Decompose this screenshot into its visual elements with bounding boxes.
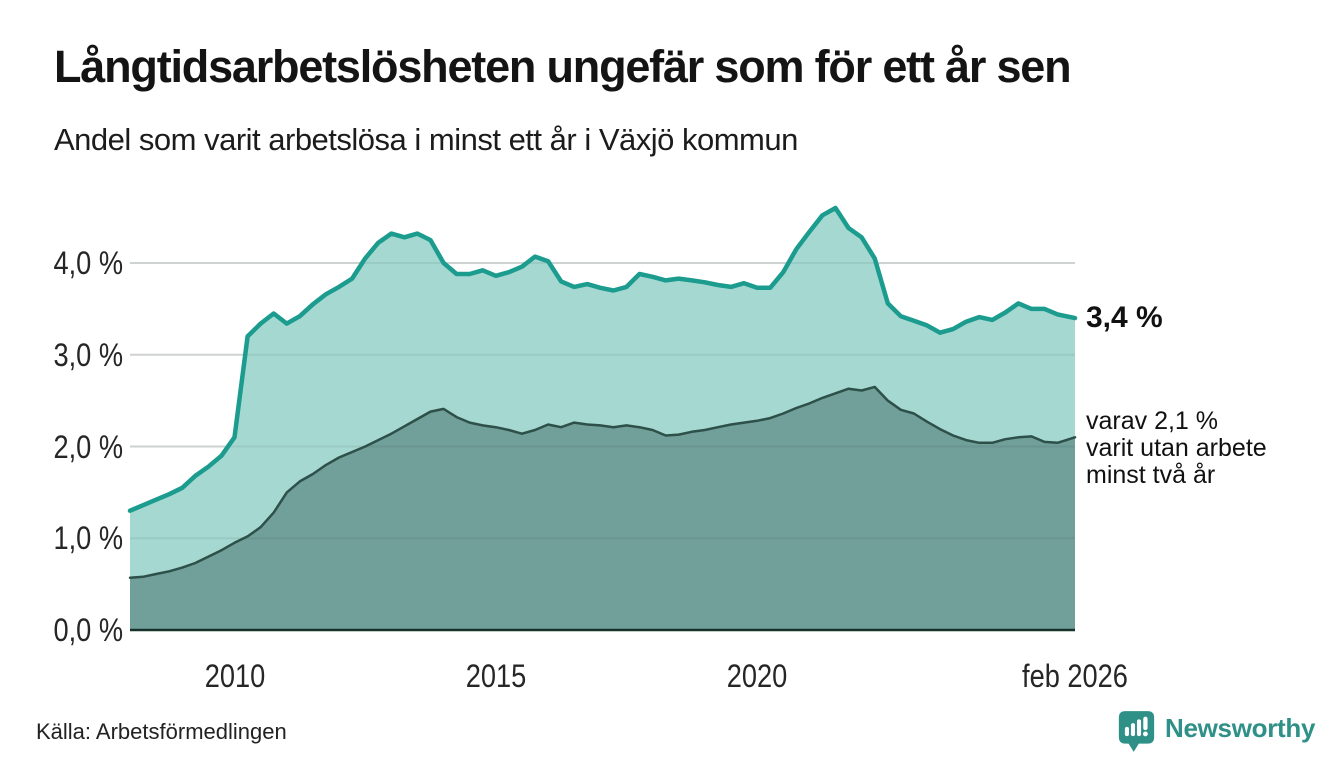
y-tick-label: 2,0 % [53,428,123,465]
brand-wordmark: Newsworthy [1165,712,1316,743]
y-tick-label: 3,0 % [53,336,123,373]
y-tick-label: 0,0 % [53,612,123,648]
subset-label-line: varit utan arbete [1086,434,1267,463]
series-lines [127,205,1078,579]
gridlines-overlay [130,262,1075,540]
y-tick-label: 1,0 % [53,520,123,557]
series-total-line [127,205,1078,513]
exclamation-dot [1143,731,1148,736]
x-tick-label: 2020 [726,658,788,694]
brand-logo: Newsworthy [1117,708,1315,754]
subset-label-line: minst två år [1086,461,1216,490]
source-note: Källa: Arbetsförmedlingen [36,719,287,744]
series-end-label-total: 3,4 % [1086,301,1163,335]
bar-medium [1130,722,1136,736]
x-tick-label: feb 2026 [1022,658,1128,694]
series-subset-area [130,386,1075,630]
exclamation-bar [1143,716,1148,730]
newsworthy-bubble-chart-icon [1118,710,1155,752]
x-tick-label: 2015 [465,658,527,694]
series-end-label-subset: varav 2,1 % varit utan arbete minst två … [1086,408,1267,489]
page-subtitle: Andel som varit arbetslösa i minst ett å… [54,122,798,157]
bar-short [1124,726,1129,736]
y-tick-label: 4,0 % [53,245,123,281]
speech-bubble-shape [1118,710,1155,752]
subset-label-line: varav 2,1 % [1086,407,1219,436]
bar-tall [1136,718,1142,736]
series-areas [130,208,1075,630]
x-tick-label: 2010 [204,658,265,694]
page-title: Långtidsarbetslösheten ungefär som för e… [54,41,1072,92]
series-subset-line [128,385,1077,579]
